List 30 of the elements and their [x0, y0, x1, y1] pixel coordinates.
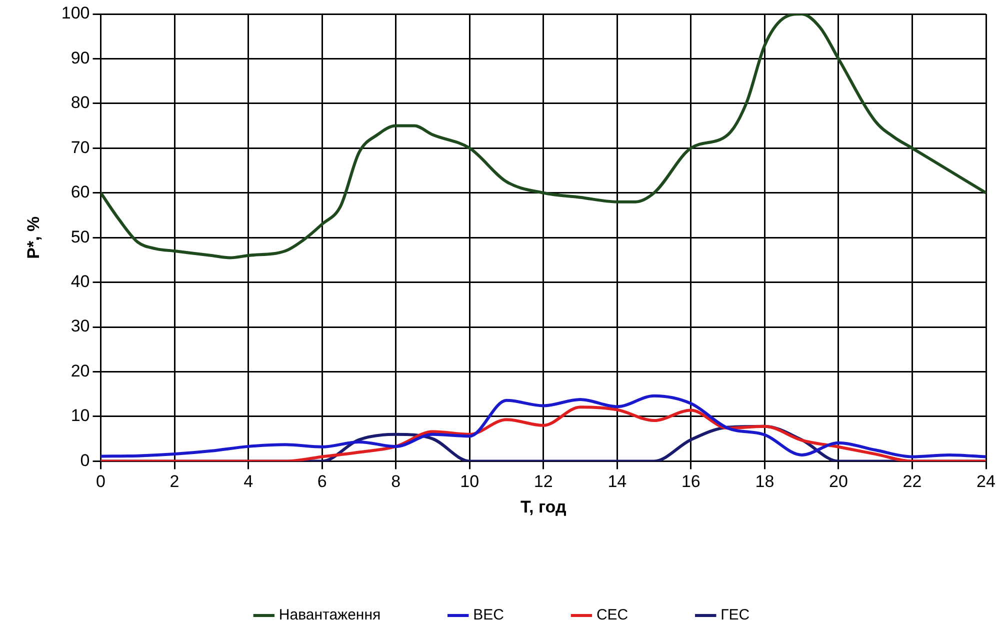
y-tick-label: 50: [70, 227, 90, 246]
x-tick-label: 10: [460, 472, 480, 492]
x-axis-title: T, год: [520, 497, 566, 516]
x-tick-label: 6: [317, 472, 327, 492]
x-tick-label: 24: [976, 472, 996, 492]
y-tick-label: 90: [70, 48, 90, 68]
legend-label: ГЕС: [720, 606, 750, 624]
y-tick-label: 80: [70, 93, 90, 112]
legend-label: ВЕС: [473, 606, 504, 624]
x-tick-label: 18: [755, 472, 774, 492]
y-tick-label: 0: [80, 450, 90, 470]
x-tick-label: 2: [170, 472, 180, 492]
legend-label: СЕС: [596, 606, 628, 624]
y-tick-label: 70: [70, 138, 90, 157]
y-tick-label: 40: [70, 272, 90, 292]
x-tick-label: 20: [829, 472, 848, 492]
y-tick-label: 30: [70, 316, 90, 336]
x-tick-label: 0: [96, 472, 106, 492]
x-tick-label: 8: [391, 472, 401, 492]
y-tick-label: 10: [70, 406, 90, 426]
y-tick-label: 60: [70, 182, 90, 202]
legend-label: Навантаження: [278, 606, 381, 624]
x-tick-label: 16: [681, 472, 700, 492]
y-tick-label: 100: [61, 4, 90, 23]
x-tick-label: 22: [902, 472, 922, 492]
y-tick-label: 20: [70, 361, 90, 380]
x-tick-label: 14: [608, 472, 627, 492]
x-tick-label: 4: [244, 472, 254, 492]
x-tick-label: 12: [534, 472, 553, 492]
y-axis-title: P*, %: [24, 216, 43, 259]
